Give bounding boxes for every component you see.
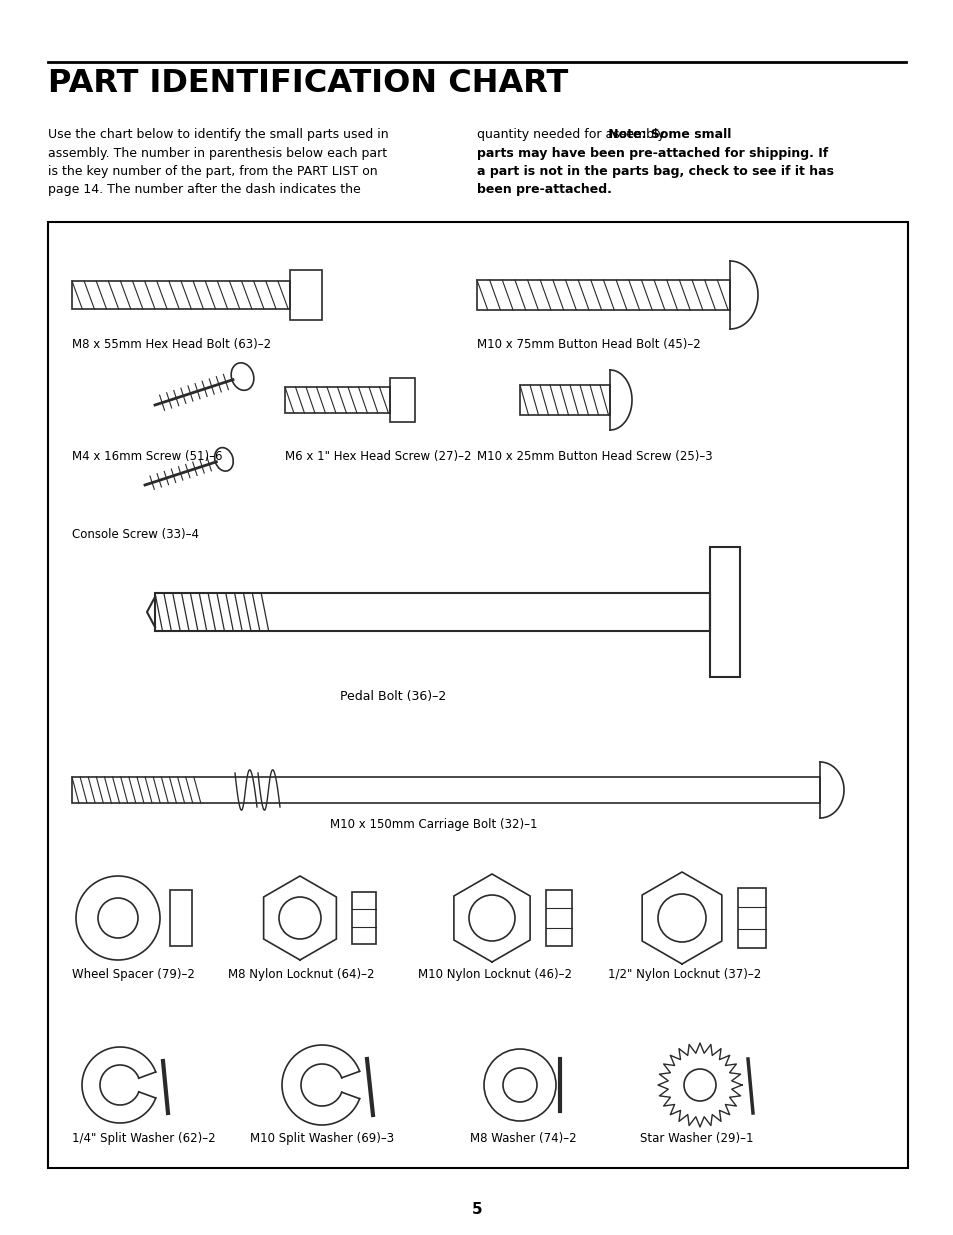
Bar bbox=[390, 378, 415, 422]
Text: M8 x 55mm Hex Head Bolt (63)–2: M8 x 55mm Hex Head Bolt (63)–2 bbox=[71, 338, 271, 351]
Text: Note: Some small
parts may have been pre-attached for shipping. If
a part is not: Note: Some small parts may have been pre… bbox=[476, 128, 833, 196]
Text: Use the chart below to identify the small parts used in
assembly. The number in : Use the chart below to identify the smal… bbox=[48, 128, 388, 196]
Text: M4 x 16mm Screw (51)–6: M4 x 16mm Screw (51)–6 bbox=[71, 450, 222, 463]
Bar bbox=[476, 280, 729, 310]
Text: Console Screw (33)–4: Console Screw (33)–4 bbox=[71, 529, 199, 541]
Text: Wheel Spacer (79)–2: Wheel Spacer (79)–2 bbox=[71, 968, 194, 981]
Text: Pedal Bolt (36)–2: Pedal Bolt (36)–2 bbox=[339, 690, 446, 703]
Bar bbox=[738, 888, 765, 948]
Text: M10 x 75mm Button Head Bolt (45)–2: M10 x 75mm Button Head Bolt (45)–2 bbox=[476, 338, 700, 351]
Text: 1/2" Nylon Locknut (37)–2: 1/2" Nylon Locknut (37)–2 bbox=[607, 968, 760, 981]
Text: M10 Nylon Locknut (46)–2: M10 Nylon Locknut (46)–2 bbox=[417, 968, 572, 981]
Text: M8 Nylon Locknut (64)–2: M8 Nylon Locknut (64)–2 bbox=[228, 968, 375, 981]
Bar bbox=[71, 777, 820, 803]
Text: M8 Washer (74)–2: M8 Washer (74)–2 bbox=[470, 1132, 576, 1145]
Text: PART IDENTIFICATION CHART: PART IDENTIFICATION CHART bbox=[48, 68, 568, 99]
Text: quantity needed for assembly.: quantity needed for assembly. bbox=[476, 128, 670, 141]
Text: M6 x 1" Hex Head Screw (27)–2: M6 x 1" Hex Head Screw (27)–2 bbox=[285, 450, 471, 463]
Bar bbox=[519, 385, 609, 415]
Text: M10 x 25mm Button Head Screw (25)–3: M10 x 25mm Button Head Screw (25)–3 bbox=[476, 450, 712, 463]
Bar bbox=[48, 222, 907, 1168]
Text: 5: 5 bbox=[471, 1203, 482, 1218]
Bar bbox=[545, 890, 572, 946]
Bar bbox=[709, 547, 740, 677]
Bar bbox=[71, 282, 290, 309]
Text: 1/4" Split Washer (62)–2: 1/4" Split Washer (62)–2 bbox=[71, 1132, 215, 1145]
Text: Star Washer (29)–1: Star Washer (29)–1 bbox=[639, 1132, 753, 1145]
Text: M10 x 150mm Carriage Bolt (32)–1: M10 x 150mm Carriage Bolt (32)–1 bbox=[330, 818, 537, 831]
Bar bbox=[154, 593, 709, 631]
Text: M10 Split Washer (69)–3: M10 Split Washer (69)–3 bbox=[250, 1132, 394, 1145]
Bar bbox=[352, 892, 375, 944]
Bar bbox=[170, 890, 192, 946]
Bar bbox=[285, 387, 390, 412]
Bar bbox=[290, 270, 322, 320]
